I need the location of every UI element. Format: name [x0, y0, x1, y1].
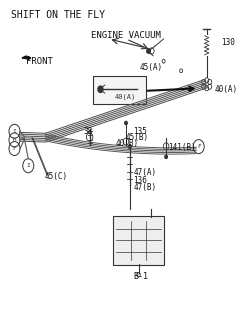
Polygon shape [22, 56, 31, 59]
Text: FRONT: FRONT [26, 57, 53, 66]
Circle shape [147, 49, 150, 53]
Text: 135: 135 [134, 127, 147, 136]
Text: SHIFT ON THE FLY: SHIFT ON THE FLY [11, 10, 105, 20]
Text: 136: 136 [134, 176, 147, 185]
Circle shape [125, 122, 127, 124]
Text: 38: 38 [83, 127, 93, 136]
Text: B-1: B-1 [134, 272, 148, 281]
Text: ENGINE VACUUM: ENGINE VACUUM [91, 31, 161, 40]
Text: 141(B): 141(B) [169, 143, 196, 152]
Circle shape [98, 86, 103, 92]
Circle shape [165, 155, 167, 158]
Text: 40(A): 40(A) [215, 85, 238, 94]
Text: F: F [13, 146, 16, 151]
Text: 47(B): 47(B) [134, 183, 157, 192]
FancyBboxPatch shape [93, 76, 146, 104]
Text: 40(A): 40(A) [115, 94, 136, 100]
Text: 40(B): 40(B) [116, 139, 139, 148]
Text: I: I [13, 129, 16, 134]
Text: 45(C): 45(C) [45, 172, 68, 181]
Text: K: K [13, 137, 16, 142]
Circle shape [128, 145, 131, 148]
Text: 130: 130 [221, 38, 235, 47]
Text: F: F [197, 144, 201, 149]
Text: 47(A): 47(A) [134, 168, 157, 177]
Text: I: I [26, 163, 30, 168]
FancyBboxPatch shape [113, 216, 164, 265]
Text: 45(A): 45(A) [140, 63, 163, 72]
Text: 45(B): 45(B) [126, 133, 149, 142]
